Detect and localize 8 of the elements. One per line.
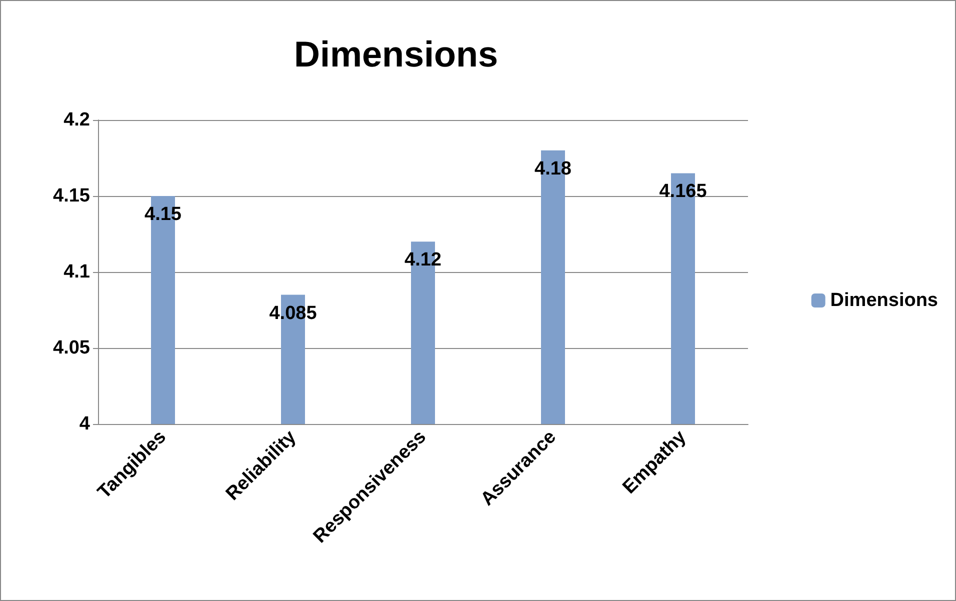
chart-title: Dimensions [294,34,498,74]
y-tick-label: 4 [79,414,90,434]
y-tick-label: 4.1 [64,262,90,282]
data-label: 4.165 [659,181,708,202]
y-tick-label: 4.05 [53,338,90,358]
y-tick-label: 4.15 [53,186,90,206]
legend-label: Dimensions [830,290,938,311]
y-tick-label: 4.2 [64,110,90,130]
